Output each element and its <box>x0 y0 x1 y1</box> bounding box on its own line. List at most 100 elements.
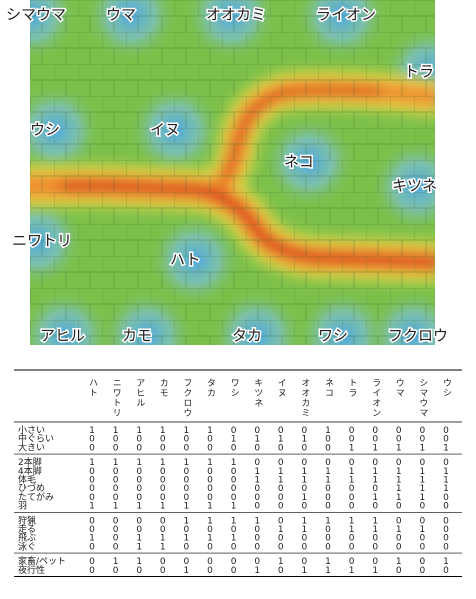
cell: 1 <box>160 534 166 544</box>
cell: 1 <box>302 467 308 477</box>
cell: 1 <box>372 516 378 526</box>
cell: 0 <box>207 493 213 503</box>
cell: 0 <box>136 467 142 477</box>
cell: 0 <box>207 484 213 494</box>
cell: 0 <box>89 525 95 535</box>
cell: 1 <box>278 435 284 445</box>
cell: 1 <box>231 534 237 544</box>
cell: 0 <box>349 484 355 494</box>
cell: 1 <box>443 467 449 477</box>
cell: 1 <box>302 435 308 445</box>
cell: 0 <box>231 476 237 486</box>
cell: 1 <box>349 566 355 576</box>
cell: 0 <box>325 542 331 552</box>
cell: 1 <box>325 467 331 477</box>
cell: 1 <box>420 443 426 453</box>
cell: 1 <box>302 566 308 576</box>
cell: 0 <box>231 443 237 453</box>
cell: 0 <box>254 525 260 535</box>
cell: 0 <box>113 443 119 453</box>
cell: 1 <box>254 476 260 486</box>
column-header: カモ <box>158 378 168 398</box>
cell: 0 <box>372 426 378 436</box>
cell: 0 <box>254 484 260 494</box>
cell: 0 <box>113 484 119 494</box>
cell: 0 <box>443 566 449 576</box>
cell: 1 <box>396 443 402 453</box>
cell: 0 <box>420 534 426 544</box>
cell: 0 <box>184 435 190 445</box>
cell: 0 <box>396 435 402 445</box>
column-header: ワシ <box>229 378 239 398</box>
cell: 0 <box>160 525 166 535</box>
cell: 0 <box>420 458 426 468</box>
cell: 0 <box>302 458 308 468</box>
cell: 1 <box>136 458 142 468</box>
cell: 0 <box>396 426 402 436</box>
cell: 0 <box>372 534 378 544</box>
cell: 0 <box>278 484 284 494</box>
cell: 1 <box>184 516 190 526</box>
cell: 1 <box>302 516 308 526</box>
cell: 1 <box>396 476 402 486</box>
cell: 0 <box>349 435 355 445</box>
map-label: タカ <box>232 327 262 345</box>
cell: 1 <box>325 566 331 576</box>
cell: 1 <box>325 426 331 436</box>
cell: 0 <box>254 557 260 567</box>
map-label: ネコ <box>284 153 314 171</box>
cell: 0 <box>443 493 449 503</box>
cell: 0 <box>278 516 284 526</box>
cell: 0 <box>325 458 331 468</box>
map-label: オオカミ <box>206 6 266 24</box>
row-label: 小さい <box>18 425 45 436</box>
cell: 0 <box>184 525 190 535</box>
row-label: 大きい <box>18 441 45 453</box>
map-label: ニワトリ <box>12 232 72 250</box>
column-header: ハト <box>87 378 98 398</box>
cell: 0 <box>443 426 449 436</box>
cell: 1 <box>207 458 213 468</box>
cell: 1 <box>207 534 213 544</box>
cell: 0 <box>443 458 449 468</box>
cell: 0 <box>113 566 119 576</box>
cell: 0 <box>89 542 95 552</box>
cell: 0 <box>302 557 308 567</box>
cell: 1 <box>136 534 142 544</box>
cell: 1 <box>160 426 166 436</box>
cell: 1 <box>231 458 237 468</box>
cell: 0 <box>113 493 119 503</box>
row-label: 4本脚 <box>18 465 42 477</box>
cell: 0 <box>207 542 213 552</box>
cell: 1 <box>278 467 284 477</box>
column-header: ウマ <box>394 378 404 398</box>
cell: 1 <box>396 557 402 567</box>
cell: 0 <box>278 542 284 552</box>
cell: 1 <box>136 502 142 512</box>
cell: 0 <box>184 467 190 477</box>
cell: 1 <box>372 467 378 477</box>
cell: 0 <box>231 467 237 477</box>
cell: 0 <box>420 435 426 445</box>
cell: 1 <box>89 534 95 544</box>
cell: 0 <box>302 502 308 512</box>
cell: 1 <box>89 426 95 436</box>
cell: 0 <box>420 426 426 436</box>
cell: 1 <box>349 476 355 486</box>
cell: 0 <box>396 542 402 552</box>
cell: 0 <box>89 443 95 453</box>
cell: 1 <box>113 557 119 567</box>
cell: 0 <box>325 435 331 445</box>
cell: 1 <box>207 516 213 526</box>
row-label: 体毛 <box>18 474 36 486</box>
cell: 1 <box>136 426 142 436</box>
cell: 0 <box>372 435 378 445</box>
column-header: ライオン <box>370 378 381 418</box>
row-label: ひづめ <box>18 483 45 494</box>
cell: 0 <box>443 534 449 544</box>
cell: 1 <box>443 443 449 453</box>
cell: 0 <box>136 566 142 576</box>
cell: 0 <box>89 493 95 503</box>
cell: 1 <box>443 557 449 567</box>
cell: 0 <box>278 493 284 503</box>
